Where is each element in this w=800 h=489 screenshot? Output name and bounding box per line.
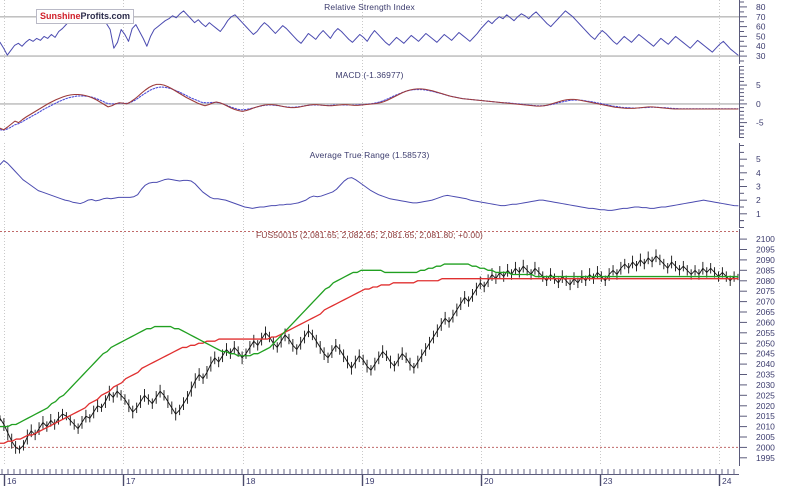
svg-text:2085: 2085 [756,265,775,275]
svg-text:2040: 2040 [756,359,775,369]
atr-axis-ticks: 5 4 3 2 1 [739,143,761,228]
macd-line-chart [0,66,739,138]
atr-y-axis: 5 4 3 2 1 [739,143,800,228]
svg-text:2055: 2055 [756,328,775,338]
svg-text:18: 18 [246,476,256,486]
svg-text:5: 5 [756,80,761,90]
svg-text:2035: 2035 [756,370,775,380]
x-axis-ticks: 16 17 18 19 20 23 24 [0,469,739,486]
svg-text:24: 24 [722,476,732,486]
svg-text:23: 23 [603,476,613,486]
macd-y-axis: 5 0 -5 [739,66,800,138]
price-ohlc-chart [0,229,739,466]
svg-text:2065: 2065 [756,307,775,317]
svg-text:16: 16 [7,476,17,486]
svg-text:2005: 2005 [756,432,775,442]
panel-atr: Average True Range (1.58573) [0,143,739,228]
svg-text:19: 19 [365,476,375,486]
atr-line-chart [0,143,739,228]
svg-text:17: 17 [126,476,136,486]
svg-text:2080: 2080 [756,276,775,286]
price-axis-ticks: 2100209520902085208020752070206520602055… [739,229,775,466]
svg-text:2025: 2025 [756,390,775,400]
svg-text:50: 50 [756,31,766,41]
svg-text:2050: 2050 [756,338,775,348]
svg-text:2090: 2090 [756,255,775,265]
macd-plot-area [0,66,739,138]
svg-text:5: 5 [756,154,761,164]
svg-text:2060: 2060 [756,317,775,327]
svg-text:0: 0 [756,99,761,109]
svg-text:2010: 2010 [756,422,775,432]
svg-text:2000: 2000 [756,442,775,452]
svg-text:60: 60 [756,22,766,32]
svg-text:2045: 2045 [756,349,775,359]
atr-plot-area [0,143,739,228]
svg-text:-5: -5 [756,118,764,128]
svg-text:1995: 1995 [756,453,775,463]
svg-text:2030: 2030 [756,380,775,390]
svg-text:70: 70 [756,12,766,22]
svg-text:2070: 2070 [756,297,775,307]
watermark-logo: SunshineProfits.com [36,9,135,24]
svg-text:80: 80 [756,2,766,12]
svg-text:4: 4 [756,168,761,178]
svg-text:1: 1 [756,209,761,219]
x-axis: 16 17 18 19 20 23 24 [0,466,739,489]
svg-text:2020: 2020 [756,401,775,411]
panel-macd: MACD (-1.36977) [0,66,739,138]
svg-text:2: 2 [756,195,761,205]
price-y-axis: 2100 2095 2090 2085 2080 2075 2070 2065 2060 2055… [739,229,800,489]
svg-text:3: 3 [756,182,761,192]
watermark-profits: Profits.com [80,11,131,21]
rsi-y-axis: 80 70 60 50 40 30 [739,0,800,64]
panel-price: FUS50015 (2,081.65; 2,082.65; 2,081.65; … [0,229,739,466]
watermark-sunshine: Sunshine [40,11,81,21]
svg-text:40: 40 [756,41,766,51]
svg-text:2100: 2100 [756,234,775,244]
svg-text:2075: 2075 [756,286,775,296]
svg-text:30: 30 [756,51,766,61]
macd-axis-ticks: 5 0 -5 [739,66,764,138]
svg-text:2015: 2015 [756,411,775,421]
price-plot-area [0,229,739,466]
svg-text:2095: 2095 [756,245,775,255]
svg-text:20: 20 [484,476,494,486]
